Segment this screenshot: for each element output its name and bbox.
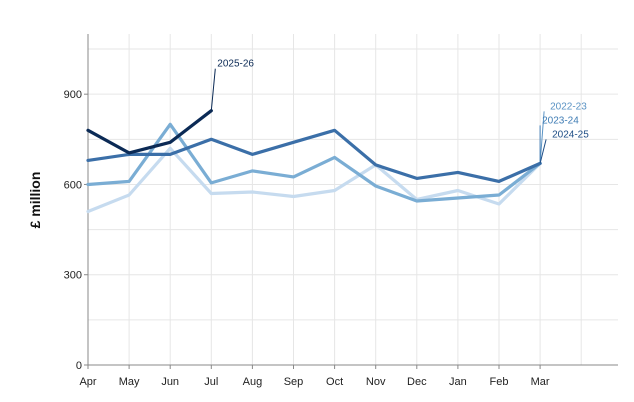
series-label-leader (539, 139, 547, 164)
y-tick-label: 600 (64, 179, 82, 191)
series-line (86, 146, 542, 214)
series-label-leader (539, 111, 545, 164)
x-tick-label: Sep (284, 376, 304, 388)
y-tick-label: 0 (76, 360, 82, 372)
axes: 0 300 600 900 Apr May Jun Jul Aug Sep Oct Nov Dec Jan… (64, 34, 618, 388)
y-tick-label: 900 (64, 89, 82, 101)
series-line (86, 122, 542, 203)
x-tick-label: Jun (161, 376, 179, 388)
series-line (86, 128, 542, 183)
gridlines (88, 34, 618, 365)
series-label: 2022-23 (550, 101, 587, 112)
x-tick-label: Nov (366, 376, 386, 388)
x-tick-label: Aug (243, 376, 263, 388)
y-tick-label: 300 (64, 270, 82, 282)
x-tick-label: Feb (490, 376, 509, 388)
x-tick-label: Jan (449, 376, 467, 388)
y-axis-title: £ million (27, 172, 43, 229)
x-tick-label: May (119, 376, 140, 388)
x-tick-label: Jul (204, 376, 218, 388)
series-label: 2024-25 (552, 129, 589, 140)
x-tick-label: Dec (407, 376, 427, 388)
series-label: 2023-24 (542, 115, 579, 126)
series-labels: 2022-23 2023-24 2024-25 2025-26 (210, 59, 589, 164)
series-line (86, 109, 213, 155)
x-tick-label: Apr (79, 376, 96, 388)
series-label-leader (210, 68, 216, 111)
x-tick-label: Mar (531, 376, 550, 388)
series-lines (86, 109, 542, 214)
x-tick-label: Oct (326, 376, 343, 388)
series-label: 2025-26 (217, 59, 254, 70)
